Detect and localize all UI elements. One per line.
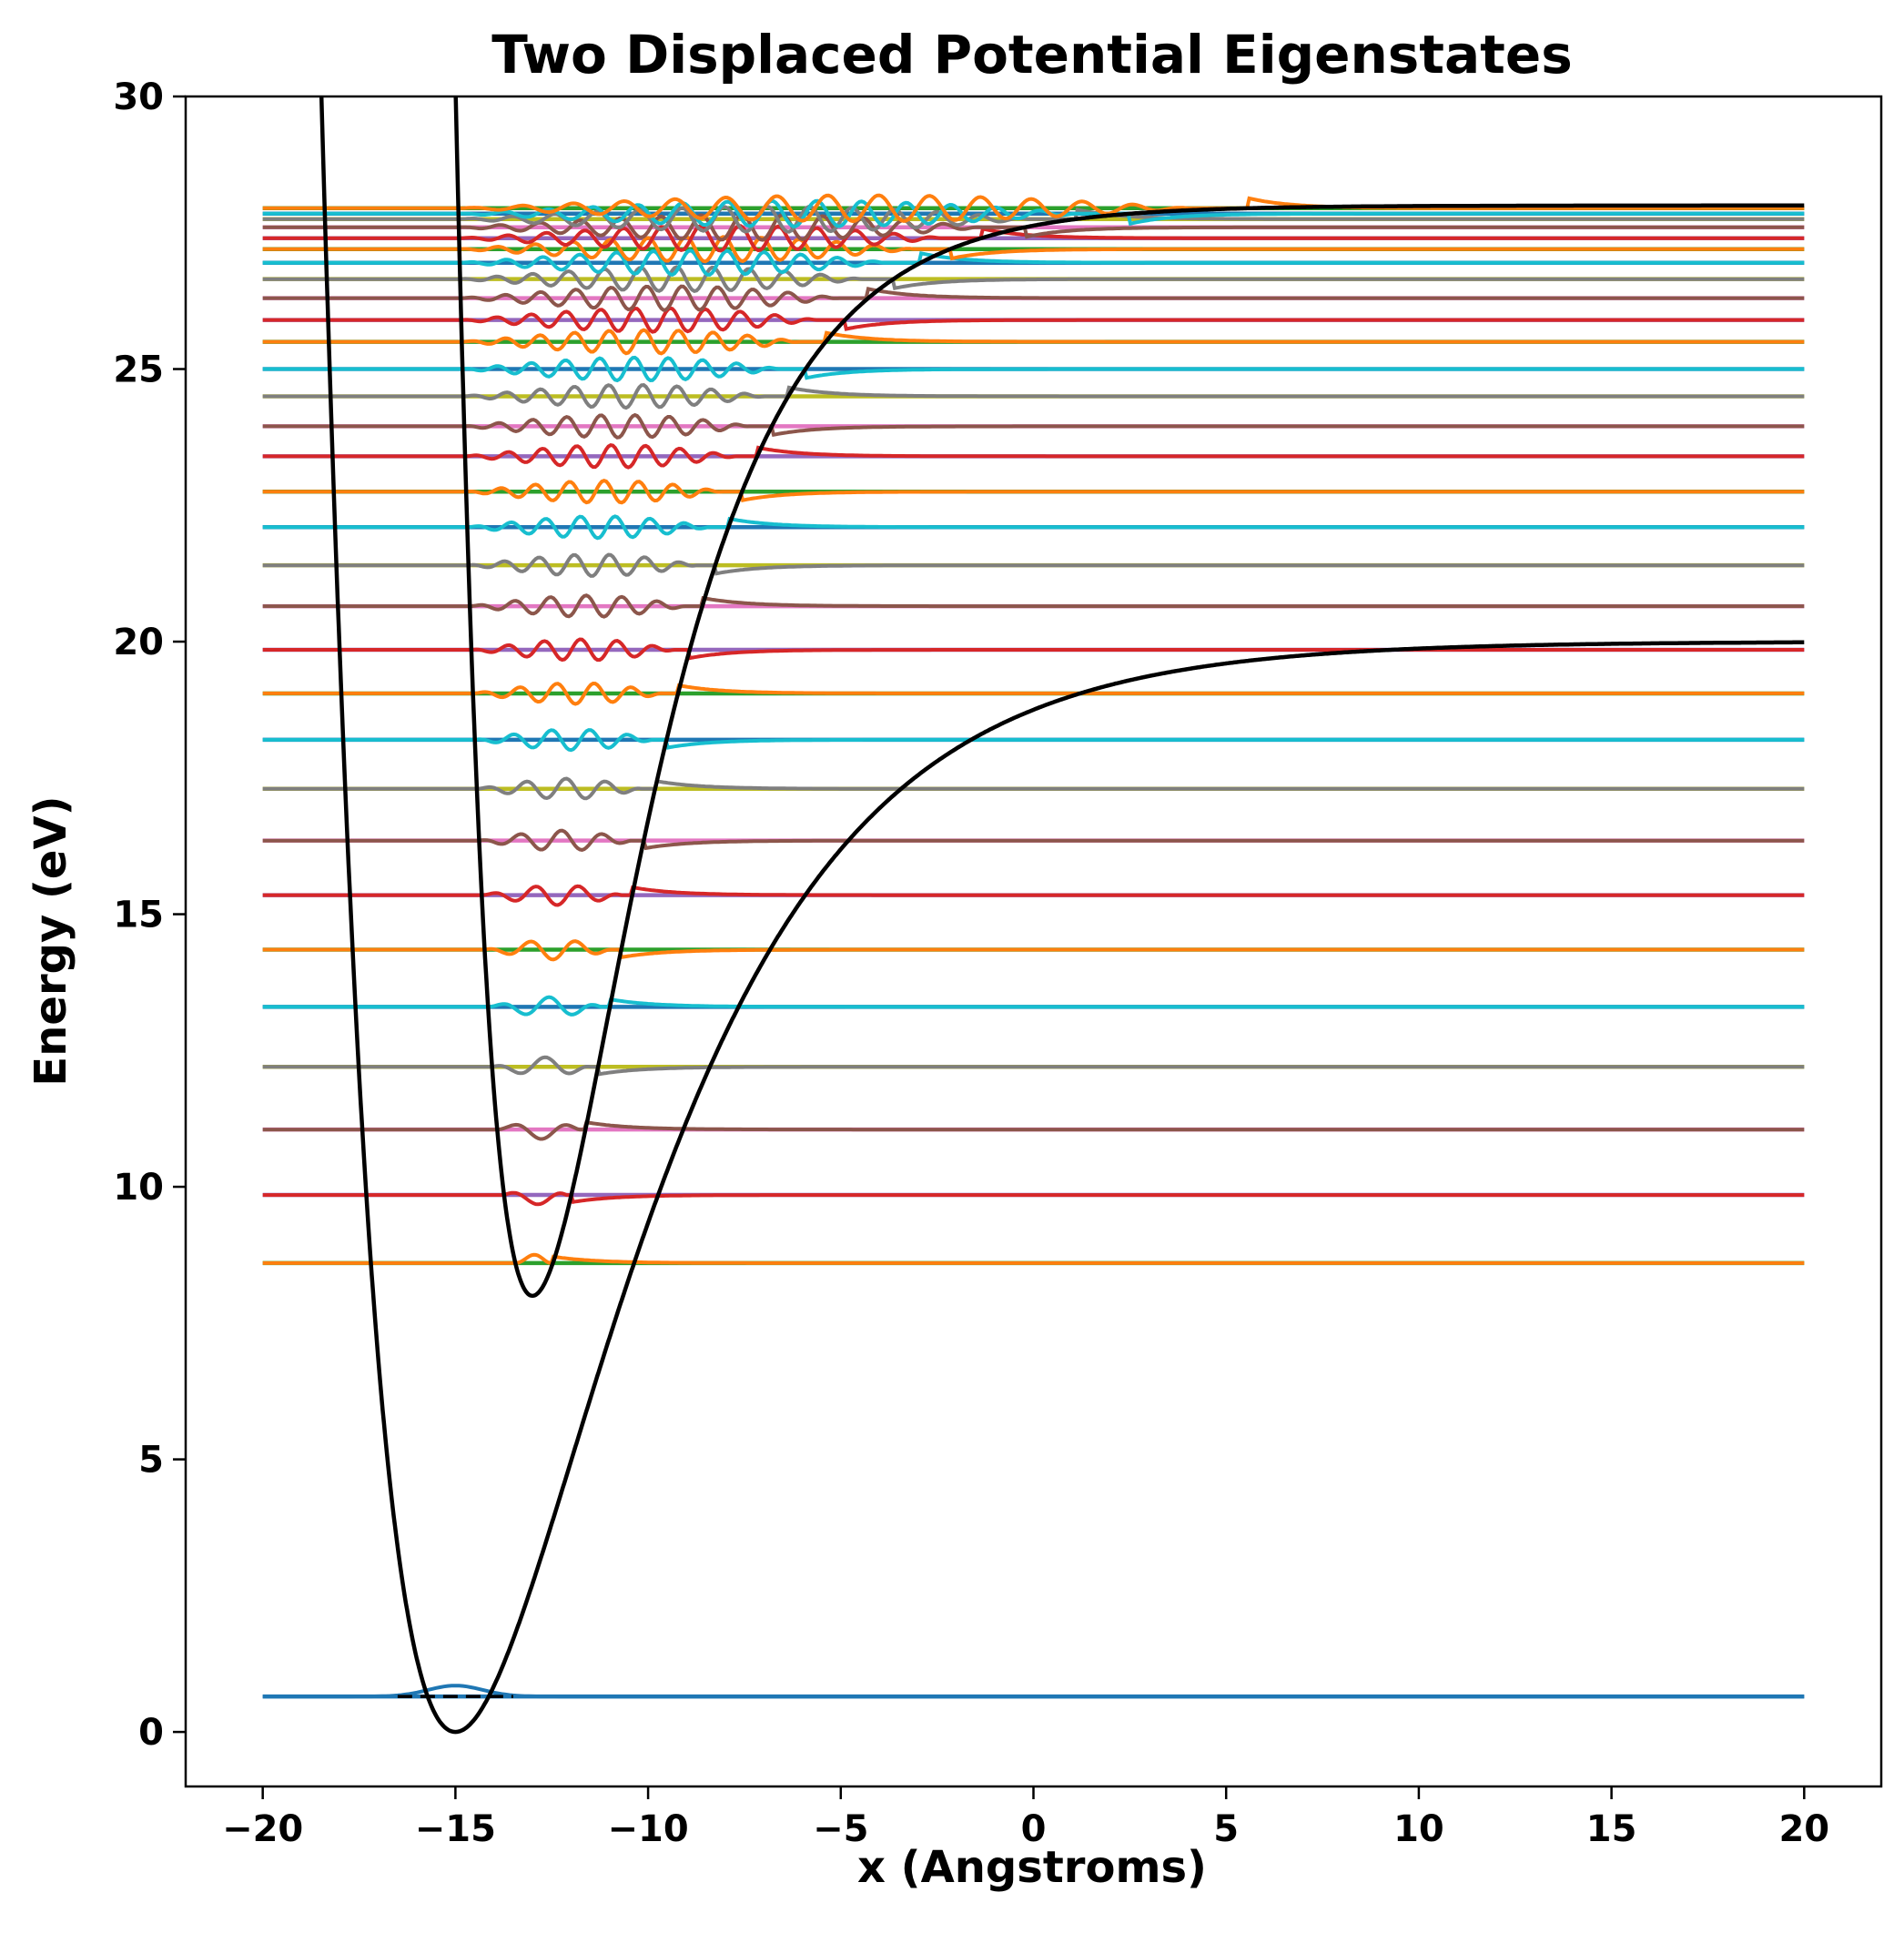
wavefunction-29 [262,198,1805,228]
wavefunction-3 [262,1055,1805,1077]
wavefunction-17 [262,412,1805,440]
y-tick-label: 25 [113,349,164,391]
wavefunction-16 [262,442,1805,470]
wavefunction-22 [262,284,1805,312]
x-tick-label: 15 [1586,1808,1637,1850]
x-axis: −20 −15 −10 −5 0 5 10 15 20 [222,1786,1829,1850]
x-tick-label: −10 [607,1808,688,1850]
y-tick-label: 30 [113,76,164,118]
y-tick-label: 20 [113,622,164,663]
wavefunction-21 [262,306,1805,334]
x-tick-label: −20 [222,1808,303,1850]
wavefunction-1 [262,1190,1805,1207]
wavefunction-14 [262,514,1805,541]
wavefunction-6 [262,884,1805,907]
wavefunction-28 [262,204,1805,234]
chart-title: Two Displaced Potential Eigenstates [491,24,1572,86]
y-axis: 0 5 10 15 20 25 30 [113,76,186,1754]
wavefunction-10 [262,681,1805,706]
y-axis-label: Energy (eV) [25,795,76,1086]
x-tick-label: −15 [415,1808,496,1850]
ground-wavefunction [262,1684,1805,1699]
x-tick-label: 10 [1393,1808,1444,1850]
wavefunction-23 [262,265,1805,294]
x-axis-label: x (Angstroms) [857,1842,1207,1893]
plot-area [262,96,1805,1735]
x-tick-label: 20 [1778,1808,1829,1850]
upper-potential-curve [453,96,1805,1299]
wavefunction-27 [262,212,1805,242]
wavefunction-15 [262,478,1805,505]
wavefunction-20 [262,328,1805,356]
wavefunction-9 [262,728,1805,753]
wavefunction-12 [262,593,1805,619]
wavefunction-13 [262,552,1805,578]
wavefunction-18 [262,383,1805,410]
y-tick-label: 15 [113,895,164,936]
y-tick-label: 5 [138,1440,164,1482]
wavefunction-8 [262,776,1805,801]
y-tick-label: 0 [138,1712,164,1754]
wavefunction-25 [262,235,1805,264]
wavefunction-19 [262,355,1805,383]
wavefunction-2 [262,1119,1805,1141]
wavefunction-4 [262,995,1805,1017]
wavefunction-30 [262,193,1805,224]
y-tick-label: 10 [113,1167,164,1209]
wavefunction-24 [262,248,1805,278]
wavefunction-7 [262,828,1805,852]
lower-potential-curve [319,96,1805,1735]
x-tick-label: −5 [813,1808,868,1850]
axes-frame [184,95,1883,1788]
wavefunction-0 [262,1252,1805,1266]
x-tick-label: 0 [1021,1808,1047,1850]
wavefunction-5 [262,939,1805,962]
wavefunction-11 [262,637,1805,663]
x-tick-label: 5 [1213,1808,1239,1850]
